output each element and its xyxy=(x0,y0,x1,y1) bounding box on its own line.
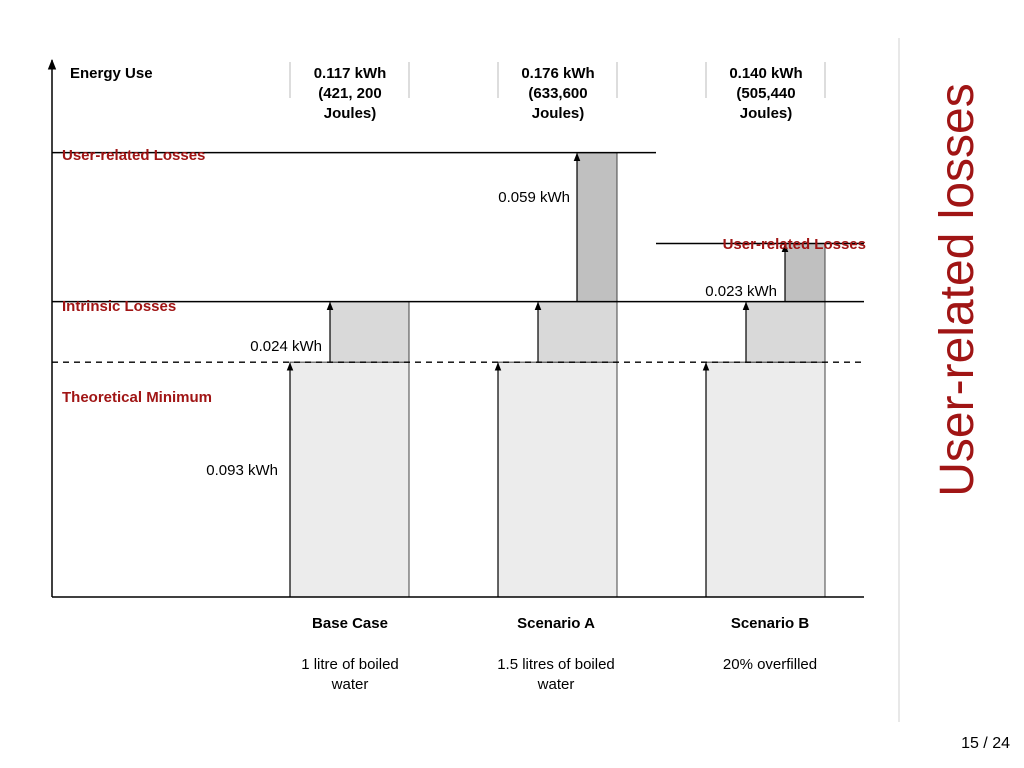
category-label: Scenario A xyxy=(517,615,595,632)
lines-layer xyxy=(47,38,900,722)
total-kwh: 0.140 kWh xyxy=(729,65,803,82)
user-losses-label: User-related Losses xyxy=(62,147,206,164)
intrinsic-value-label: 0.024 kWh xyxy=(250,338,322,355)
user-a-value-label: 0.059 kWh xyxy=(498,189,570,206)
bar-intrinsic xyxy=(537,301,618,363)
total-joules-unit: Joules) xyxy=(323,105,377,122)
bar-theoretical-min xyxy=(289,361,410,598)
user-b-value-label: 0.023 kWh xyxy=(705,283,777,300)
theoretical-minimum-label: Theoretical Minimum xyxy=(62,389,213,406)
y-axis-label: Energy Use xyxy=(70,65,153,82)
user-losses-b-label: User-related Losses xyxy=(722,236,866,253)
bars-layer xyxy=(289,152,826,598)
total-kwh: 0.176 kWh xyxy=(521,65,595,82)
total-base-case: 0.117 kWh (421, 200 Joules) xyxy=(290,64,410,124)
total-scenario-a: 0.176 kWh (633,600 Joules) xyxy=(498,64,618,124)
bar-intrinsic xyxy=(329,301,410,363)
category-label: Scenario B xyxy=(730,615,810,632)
bar-theoretical-min xyxy=(705,361,826,598)
page-number: 15 / 24 xyxy=(961,735,1010,752)
total-joules: (421, 200 xyxy=(318,85,382,102)
bar-intrinsic xyxy=(745,301,826,363)
category-label: Base Case xyxy=(312,615,388,632)
category-description: 1.5 litres of boiled water xyxy=(497,656,615,693)
bar-theoretical-min xyxy=(497,361,618,598)
total-scenario-b: 0.140 kWh (505,440 Joules) xyxy=(706,64,826,124)
total-joules-unit: Joules) xyxy=(531,105,585,122)
theoretical-min-value-label: 0.093 kWh xyxy=(206,462,278,479)
total-joules: (633,600 xyxy=(528,85,588,102)
category-description: 1 litre of boiled water xyxy=(301,656,399,693)
slide-title: User-related losses xyxy=(931,83,984,497)
category-description: 20% overfilled xyxy=(722,656,818,673)
intrinsic-losses-label: Intrinsic Losses xyxy=(62,298,177,315)
arrows-layer xyxy=(286,152,789,597)
total-kwh: 0.117 kWh xyxy=(313,65,387,82)
total-joules-unit: Joules) xyxy=(739,105,793,122)
bar-user-losses xyxy=(576,152,618,303)
total-joules: (505,440 xyxy=(736,85,796,102)
